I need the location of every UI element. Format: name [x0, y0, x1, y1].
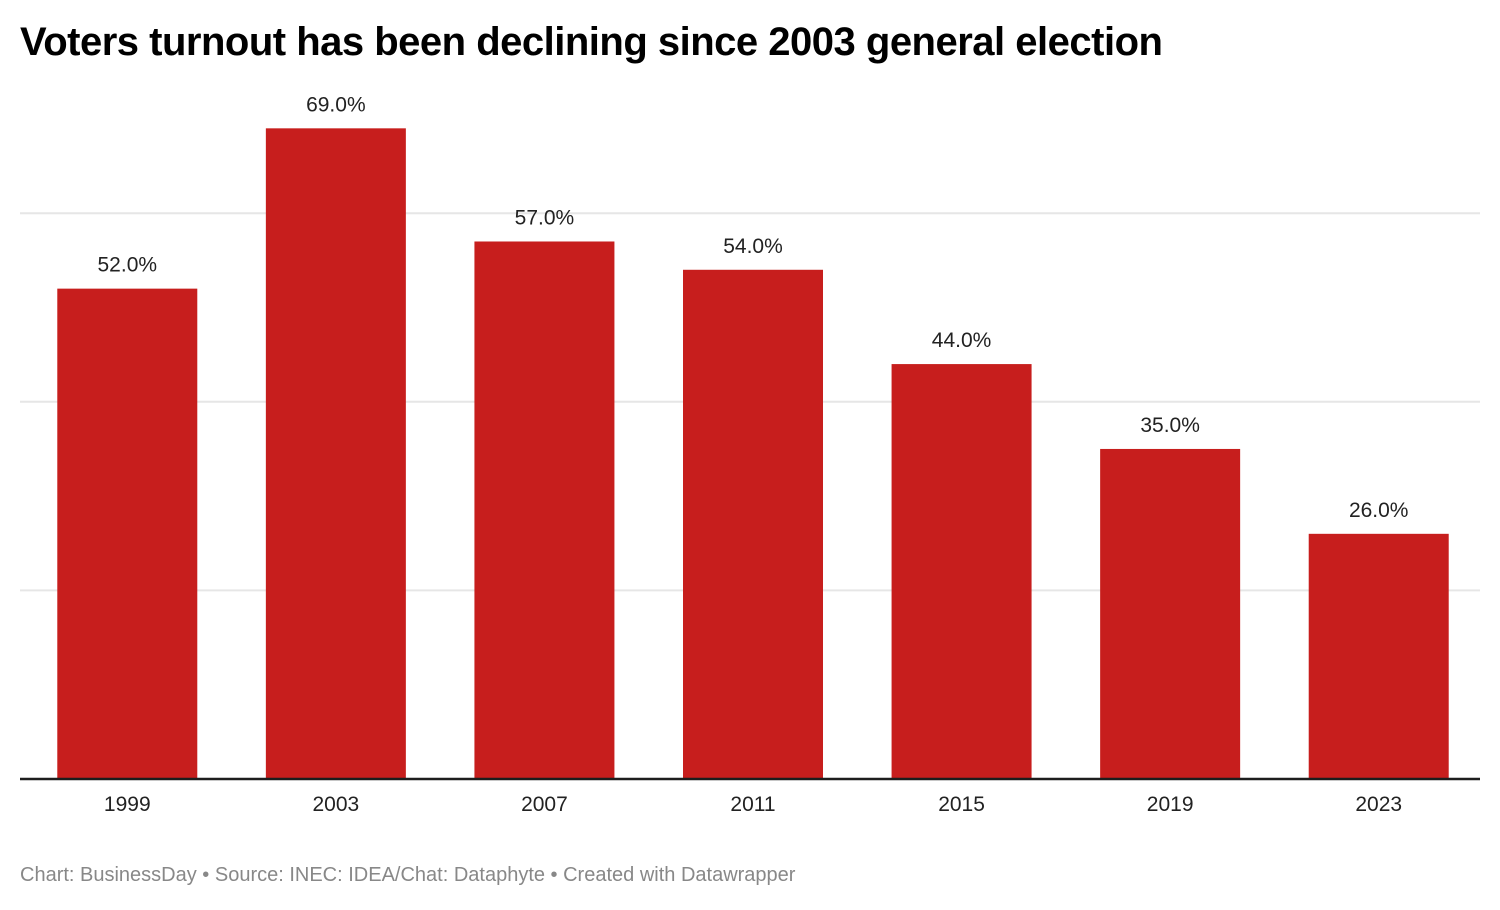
- x-tick-label-2019: 2019: [1147, 793, 1194, 816]
- value-label-2007: 57.0%: [515, 206, 575, 229]
- value-label-2003: 69.0%: [306, 93, 366, 116]
- value-label-1999: 52.0%: [98, 254, 158, 277]
- bar-2015: [891, 364, 1032, 779]
- value-label-2023: 26.0%: [1349, 499, 1409, 522]
- value-label-2019: 35.0%: [1140, 414, 1200, 437]
- bar-2011: [683, 269, 823, 779]
- x-axis: 1999 2003 2007 2011 2015 2019 2023: [20, 777, 1480, 816]
- x-tick-label-2015: 2015: [938, 793, 985, 816]
- x-tick-label-2023: 2023: [1355, 793, 1402, 816]
- x-tick-label-2007: 2007: [521, 793, 568, 816]
- x-tick-label-2003: 2003: [312, 793, 359, 816]
- bar-2003: [265, 128, 406, 779]
- chart-title: Voters turnout has been declining since …: [20, 20, 1163, 64]
- bar-2019: [1100, 448, 1241, 779]
- bars: [57, 128, 1449, 780]
- value-label-2011: 54.0%: [723, 235, 783, 258]
- chart-footer: Chart: BusinessDay • Source: INEC: IDEA/…: [20, 864, 796, 886]
- bar-2007: [474, 241, 615, 780]
- value-label-2015: 44.0%: [932, 329, 992, 352]
- bar-2023: [1308, 533, 1449, 779]
- value-labels: 52.0% 69.0% 57.0% 54.0% 44.0% 35.0% 26.0%: [98, 93, 1409, 521]
- x-tick-label-1999: 1999: [104, 793, 151, 816]
- bar-1999: [57, 288, 198, 779]
- x-tick-label-2011: 2011: [730, 793, 775, 816]
